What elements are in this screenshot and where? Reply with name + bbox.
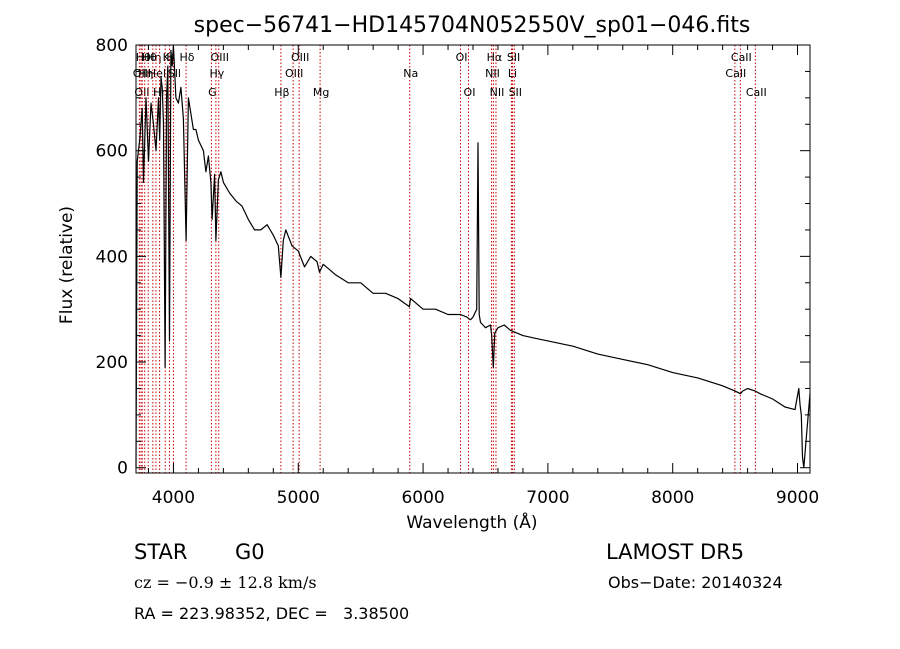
x-axis: 4000 5000 6000 7000 8000 9000 [147, 45, 819, 508]
line-marker-label: CaII [731, 51, 752, 64]
coordinates: RA = 223.98352, DEC = 3.38500 [134, 604, 410, 623]
line-marker-label: OII [134, 86, 149, 99]
line-marker-label: G [208, 86, 217, 99]
spectrum-series [135, 44, 811, 469]
spectral-line-markers: OIIOIIHθHηHθHηHelHηKHSllHδGHγOIIIHβOIIIO… [133, 45, 767, 473]
line-marker-label: K [163, 51, 171, 64]
radial-velocity: cz = −0.9 ± 12.8 km/s [134, 573, 317, 592]
line-marker-label: CaII [725, 67, 746, 80]
line-marker-label: OI [464, 86, 476, 99]
line-marker-label: Hθ [142, 51, 157, 64]
line-marker-label: OII [133, 67, 148, 80]
line-marker-label: SII [509, 86, 522, 99]
observation-date: Obs−Date: 20140324 [608, 573, 783, 592]
x-tick-label: 6000 [401, 488, 444, 508]
y-axis-label: Flux (relative) [57, 206, 77, 324]
line-marker-label: Hδ [180, 51, 195, 64]
object-class: STAR [134, 540, 188, 564]
line-marker-label: Mg [313, 86, 329, 99]
y-tick-label: 400 [96, 247, 128, 267]
spectrum-line-0 [135, 44, 811, 469]
line-marker-label: Hγ [209, 67, 224, 80]
plot-frame [135, 44, 811, 474]
line-marker-label: OIII [211, 51, 229, 64]
x-tick-label: 4000 [152, 488, 195, 508]
line-marker-label: Hα [487, 51, 503, 64]
line-marker-label: Hη [146, 51, 161, 64]
x-tick-label: 8000 [651, 488, 694, 508]
y-axis: 0 200 400 600 800 [96, 36, 810, 479]
line-marker-label: NII [485, 67, 500, 80]
x-tick-label: 9000 [776, 488, 819, 508]
line-marker-label: Hθ [136, 51, 151, 64]
x-tick-label: 5000 [277, 488, 320, 508]
line-marker-label: SII [507, 51, 520, 64]
y-tick-label: 200 [96, 353, 128, 373]
y-tick-label: 600 [96, 142, 128, 162]
line-marker-label: Hβ [274, 86, 289, 99]
line-marker-label: OIII [291, 51, 309, 64]
line-marker-label: OIII [285, 67, 303, 80]
x-axis-label: Wavelength (Å) [406, 511, 537, 533]
object-subclass: G0 [235, 540, 265, 564]
line-marker-label: NII [490, 86, 505, 99]
line-marker-label: CaII [746, 86, 767, 99]
x-tick-label: 7000 [526, 488, 569, 508]
chart-title: spec−56741−HD145704N052550V_sp01−046.fit… [194, 13, 751, 38]
line-marker-label: Hη [138, 67, 153, 80]
y-tick-label: 800 [96, 36, 128, 56]
line-marker-label: Na [403, 67, 418, 80]
line-marker-label: Hel [148, 67, 166, 80]
line-marker-label: OI [456, 51, 468, 64]
y-tick-label: 0 [117, 459, 128, 479]
survey-name: LAMOST DR5 [606, 540, 745, 564]
